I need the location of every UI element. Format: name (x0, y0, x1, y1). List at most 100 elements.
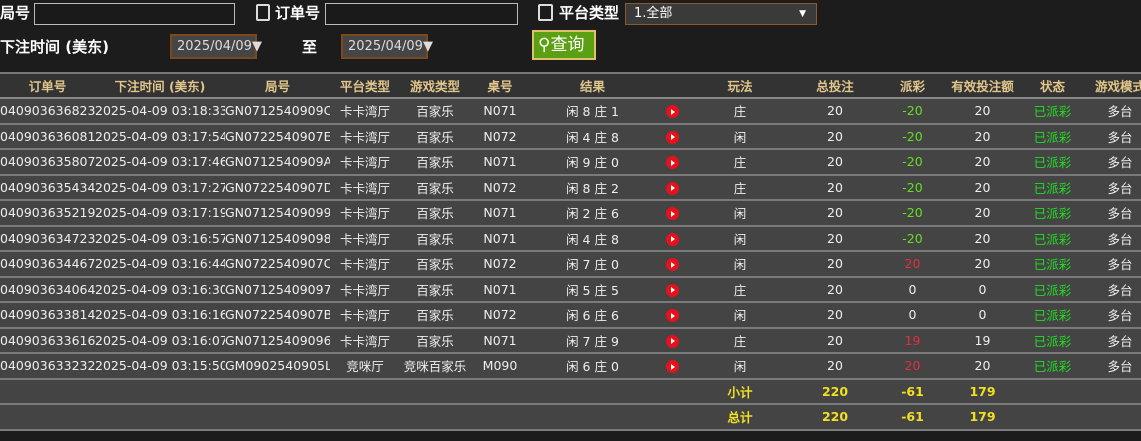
cell-table-no: N071 (470, 149, 530, 176)
table-row: 0409036368231 2025-04-09 03:18:33 GN071254… (0, 98, 1141, 125)
cell-table-no: N071 (470, 200, 530, 227)
play-video-icon[interactable] (666, 207, 679, 221)
table-row: 0409036358073 2025-04-09 03:17:46 GN071254… (0, 149, 1141, 176)
empty-cell (530, 404, 655, 431)
cell-order-no: 0409036354349 (0, 174, 95, 201)
empty-cell (400, 378, 470, 405)
cell-bet-type: 闲 (690, 251, 790, 278)
cell-video[interactable] (655, 225, 690, 252)
cell-video[interactable] (655, 327, 690, 354)
date-to-select[interactable]: 2025/04/09▼ (341, 34, 433, 59)
column-header: 平台类型 (330, 72, 400, 99)
cell-video[interactable] (655, 123, 690, 150)
cell-video[interactable] (655, 98, 690, 125)
subtotal-payout: -61 (880, 378, 945, 405)
column-header: 下注时间 (美东) (95, 72, 225, 99)
date-from-select[interactable]: 2025/04/09▼ (170, 34, 262, 59)
cell-bet-type: 庄 (690, 174, 790, 201)
empty-cell (470, 378, 530, 405)
cell-total-bet: 20 (790, 98, 880, 125)
cell-video[interactable] (655, 149, 690, 176)
cell-platform: 卡卡湾厅 (330, 174, 400, 201)
round-input[interactable] (34, 3, 235, 25)
table-row: 0409036352199 2025-04-09 03:17:19 GN071254… (0, 200, 1141, 227)
cell-status: 已派彩 (1020, 200, 1085, 227)
order-label: 订单号 (275, 4, 321, 22)
cell-order-no: 0409036352199 (0, 200, 95, 227)
empty-cell (95, 378, 225, 405)
table-row: 0409036338140 2025-04-09 03:16:16 GN072254… (0, 302, 1141, 329)
cell-video[interactable] (655, 302, 690, 329)
subtotal-valid: 179 (945, 378, 1020, 405)
table-row: 0409036354349 2025-04-09 03:17:27 GN072254… (0, 174, 1141, 201)
cell-table-no: N071 (470, 225, 530, 252)
platform-select[interactable]: 1.全部 ▼ (625, 3, 817, 25)
cell-order-no: 0409036340648 (0, 276, 95, 303)
cell-bet-time: 2025-04-09 03:17:54 (95, 123, 225, 150)
play-video-icon[interactable] (666, 283, 679, 297)
play-video-icon[interactable] (666, 156, 679, 170)
cell-order-no: 0409036336161 (0, 327, 95, 354)
cell-game-type: 百家乐 (400, 200, 470, 227)
platform-label: 平台类型 (559, 4, 620, 22)
play-video-icon[interactable] (666, 130, 679, 144)
column-header: 局号 (225, 72, 330, 99)
cell-payout: -20 (880, 98, 945, 125)
cell-table-no: M090 (470, 353, 530, 380)
cell-result: 闲 6 庄 0 (530, 353, 655, 380)
total-payout: -61 (880, 404, 945, 431)
table-row: 0409036344671 2025-04-09 03:16:44 GN072254… (0, 251, 1141, 278)
cell-status: 已派彩 (1020, 174, 1085, 201)
search-button[interactable]: ⚲查询 (532, 30, 596, 60)
cell-result: 闲 7 庄 9 (530, 327, 655, 354)
play-video-icon[interactable] (666, 258, 679, 272)
cell-game-mode: 多台 (1085, 149, 1141, 176)
cell-payout: 19 (880, 327, 945, 354)
subtotal-label: 小计 (690, 378, 790, 405)
cell-payout: -20 (880, 200, 945, 227)
cell-platform: 卡卡湾厅 (330, 225, 400, 252)
cell-total-bet: 20 (790, 276, 880, 303)
cell-platform: 卡卡湾厅 (330, 327, 400, 354)
clipboard-icon (256, 4, 270, 21)
column-header: 桌号 (470, 72, 530, 99)
column-header: 游戏模式 (1085, 72, 1141, 99)
cell-video[interactable] (655, 174, 690, 201)
cell-result: 闲 4 庄 8 (530, 225, 655, 252)
play-video-icon[interactable] (666, 181, 679, 195)
cell-platform: 卡卡湾厅 (330, 251, 400, 278)
cell-video[interactable] (655, 251, 690, 278)
cell-valid-bet: 0 (945, 276, 1020, 303)
play-video-icon[interactable] (666, 309, 679, 323)
empty-cell (1085, 378, 1141, 405)
cell-result: 闲 9 庄 0 (530, 149, 655, 176)
cell-table-no: N072 (470, 302, 530, 329)
subtotal-bet: 220 (790, 378, 880, 405)
cell-bet-time: 2025-04-09 03:17:19 (95, 200, 225, 227)
cell-video[interactable] (655, 276, 690, 303)
play-video-icon[interactable] (666, 232, 679, 246)
play-video-icon[interactable] (666, 105, 679, 119)
cell-video[interactable] (655, 353, 690, 380)
cell-platform: 卡卡湾厅 (330, 276, 400, 303)
cell-platform: 竞咪厅 (330, 353, 400, 380)
cell-bet-type: 闲 (690, 123, 790, 150)
total-valid: 179 (945, 404, 1020, 431)
column-header: 游戏类型 (400, 72, 470, 99)
cell-valid-bet: 20 (945, 251, 1020, 278)
cell-game-type: 百家乐 (400, 123, 470, 150)
play-video-icon[interactable] (666, 334, 679, 348)
cell-bet-type: 庄 (690, 327, 790, 354)
play-video-icon[interactable] (666, 360, 679, 374)
cell-game-type: 竞咪百家乐 (400, 353, 470, 380)
cell-game-type: 百家乐 (400, 251, 470, 278)
cell-video[interactable] (655, 200, 690, 227)
total-bet: 220 (790, 404, 880, 431)
cell-valid-bet: 20 (945, 149, 1020, 176)
order-input[interactable] (325, 3, 518, 25)
cell-game-mode: 多台 (1085, 98, 1141, 125)
cell-total-bet: 20 (790, 149, 880, 176)
empty-cell (400, 404, 470, 431)
table-row: 0409036340648 2025-04-09 03:16:30 GN071254… (0, 276, 1141, 303)
cell-order-no: 0409036338140 (0, 302, 95, 329)
